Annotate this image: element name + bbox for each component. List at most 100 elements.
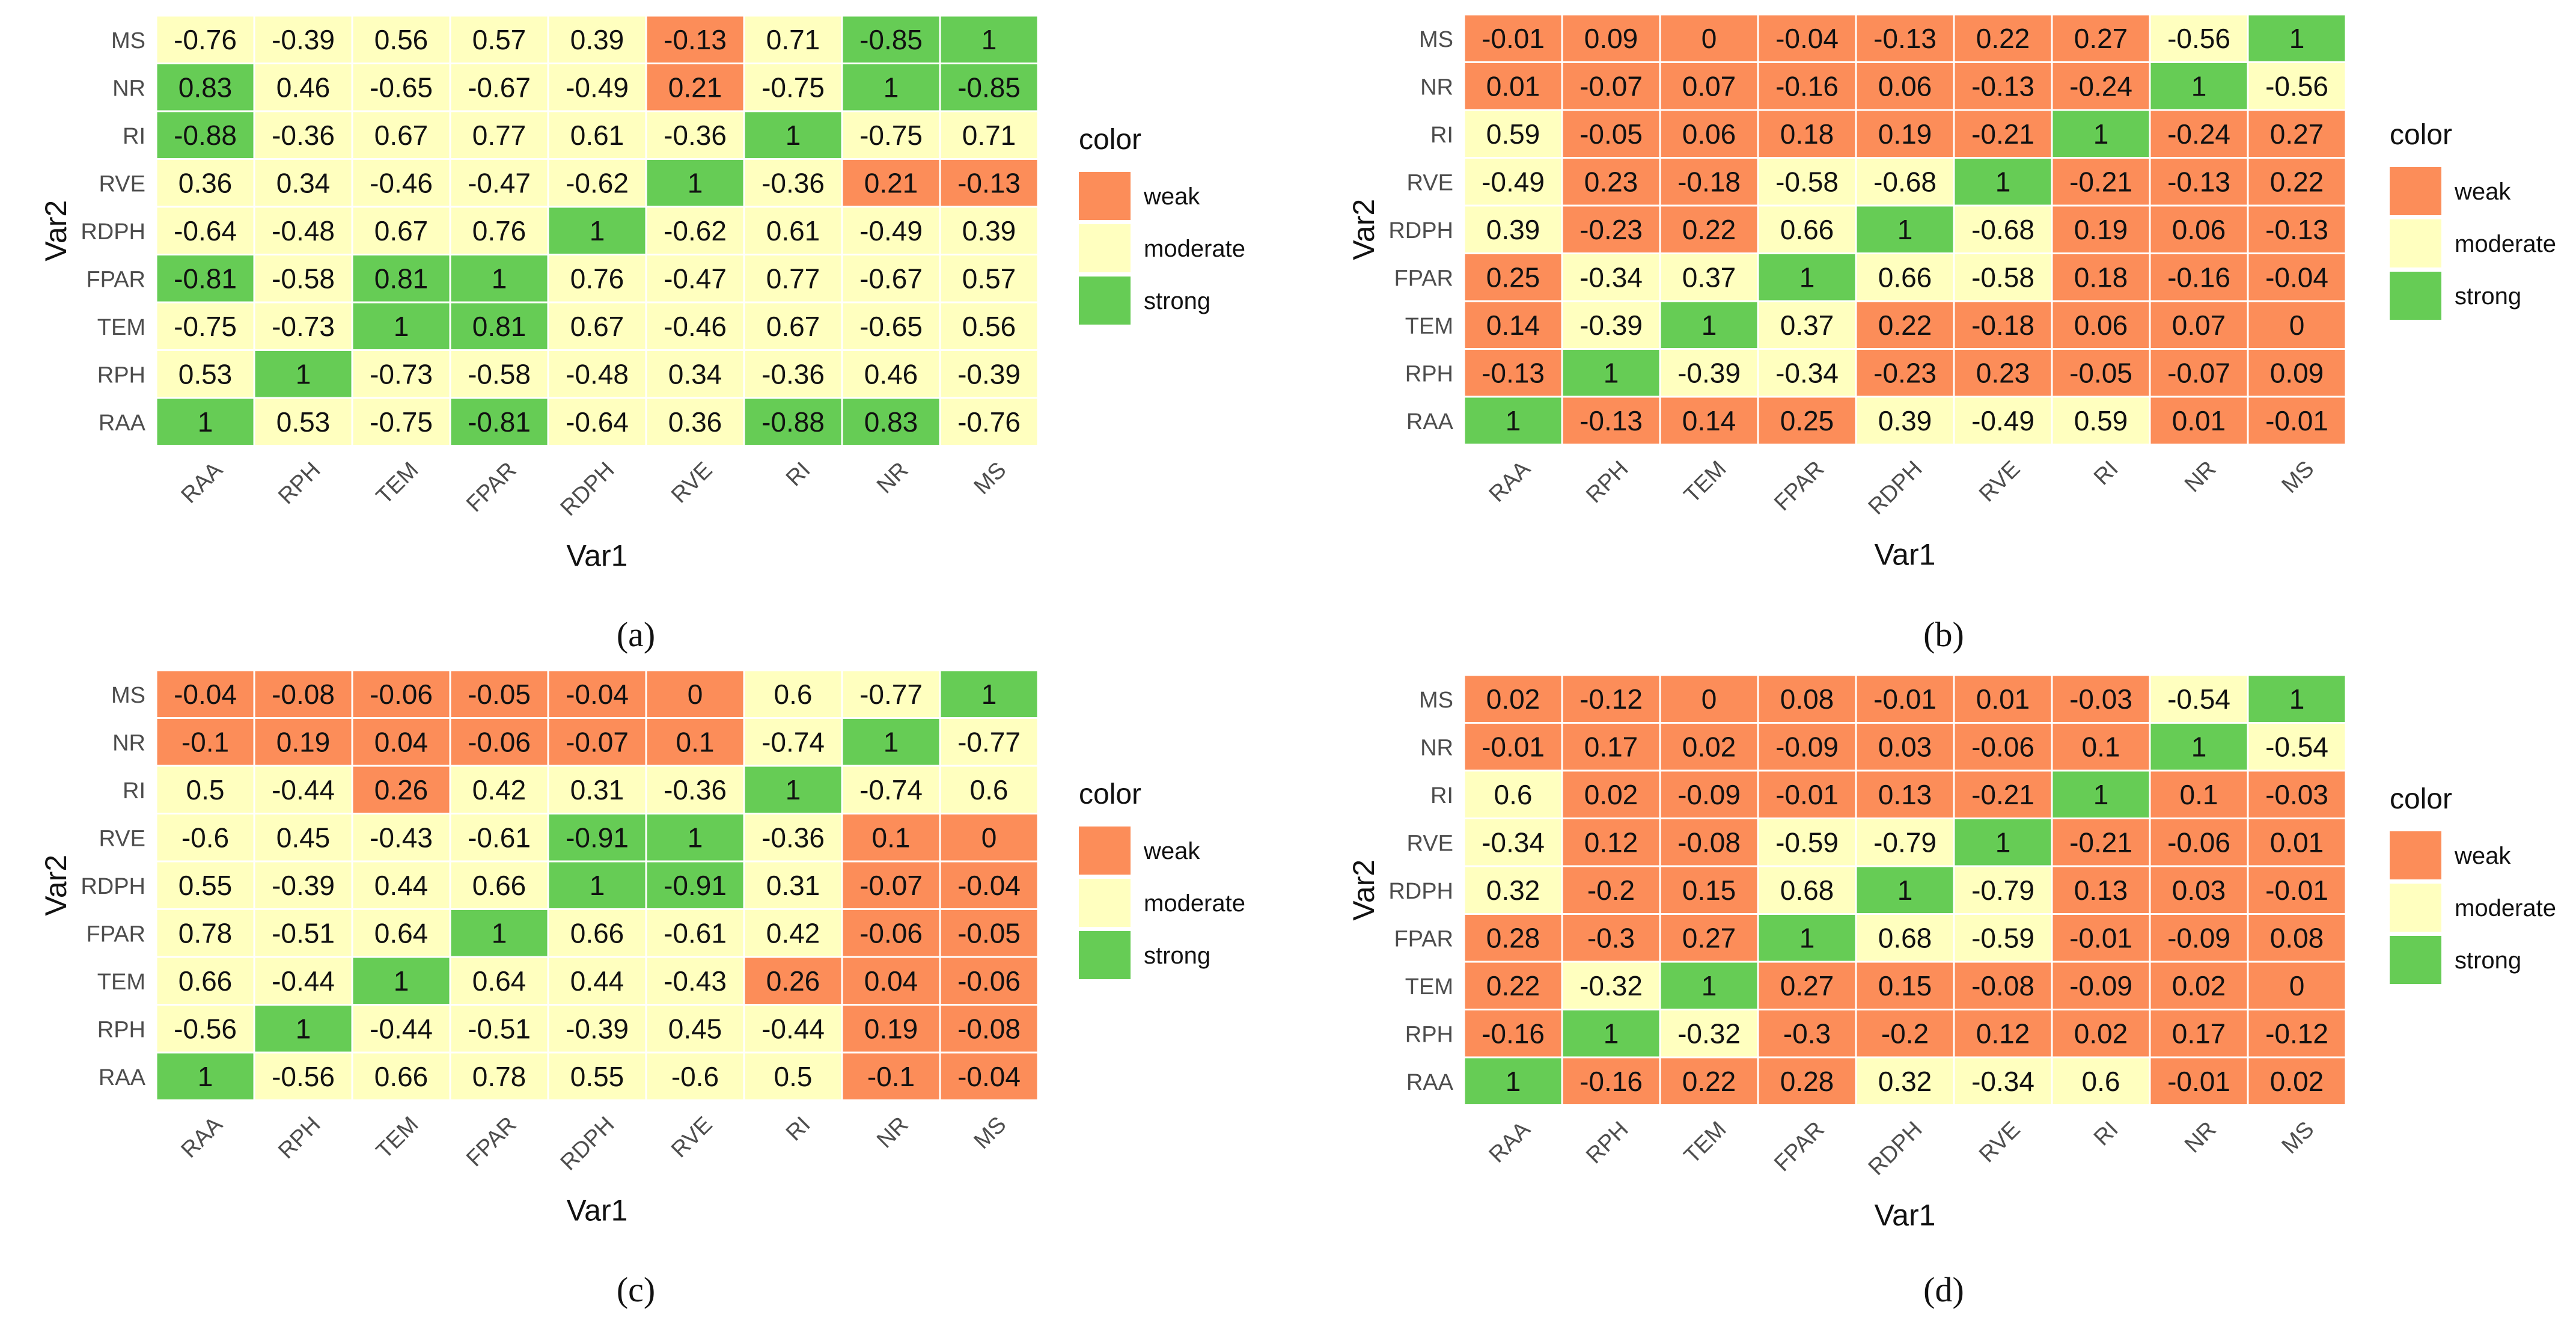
- heatmap-cell: [1561, 817, 1661, 867]
- cell-value-label: 0.1: [2082, 731, 2120, 762]
- cell-value-label: -0.44: [762, 1013, 825, 1044]
- heatmap-cell: [155, 206, 255, 255]
- legend-key-strong: [1079, 277, 1131, 325]
- heatmap-cell: [939, 206, 1039, 255]
- cell-value-label: -0.91: [664, 870, 727, 901]
- x-tick-label: RPH: [273, 457, 325, 509]
- cell-value-label: -0.16: [1775, 70, 1839, 102]
- cell-value-label: 1: [590, 870, 605, 901]
- y-tick-label: FPAR: [86, 921, 145, 947]
- cell-value-label: -0.13: [664, 24, 727, 55]
- cell-value-label: -0.05: [957, 917, 1021, 949]
- cell-value-label: 0.44: [570, 965, 624, 997]
- heatmap-cell: [155, 397, 255, 447]
- heatmap-cell: [351, 908, 451, 958]
- cell-value-label: 1: [2289, 683, 2305, 715]
- heatmap-cell: [841, 63, 941, 112]
- x-tick-label: TEM: [371, 1112, 423, 1164]
- heatmap-cell: [1953, 722, 2053, 772]
- cell-value-label: 0.42: [766, 917, 820, 949]
- heatmap-cell: [2051, 674, 2151, 724]
- heatmap-cell: [1757, 204, 1857, 254]
- heatmap-cell: [2149, 722, 2249, 772]
- cell-value-label: -0.01: [1482, 731, 1545, 762]
- cell-value-label: 1: [2191, 70, 2207, 102]
- x-tick-label: FPAR: [462, 457, 521, 517]
- cell-value-label: 0.66: [374, 1061, 429, 1092]
- cell-value-label: -0.74: [762, 726, 825, 757]
- y-tick-label: FPAR: [1394, 926, 1453, 952]
- cell-value-label: 0.14: [1682, 405, 1736, 436]
- heatmap-cell: [939, 956, 1039, 1006]
- cell-value-label: 0.17: [2172, 1018, 2226, 1049]
- heatmap-cell: [155, 349, 255, 399]
- cell-value-label: -0.1: [867, 1061, 915, 1092]
- y-tick-label: RPH: [1405, 361, 1453, 387]
- legend: color weak moderate strong: [2390, 119, 2556, 320]
- cell-value-label: -0.06: [1971, 731, 2034, 762]
- heatmap-cell: [351, 956, 451, 1006]
- heatmap-cell: [939, 908, 1039, 958]
- y-tick-label: TEM: [97, 970, 145, 995]
- heatmap-cell: [2149, 109, 2249, 159]
- cell-value-label: -0.46: [370, 167, 433, 198]
- cell-value-label: 0.77: [472, 120, 526, 151]
- cell-value-label: 0.02: [2270, 1066, 2324, 1097]
- heatmap-cell: [351, 110, 451, 160]
- cell-value-label: -0.13: [2265, 214, 2328, 245]
- heatmap-cell: [253, 1004, 353, 1054]
- cell-value-label: -0.58: [1775, 166, 1839, 197]
- cell-value-label: -0.6: [182, 822, 229, 853]
- cell-value-label: -0.18: [1971, 310, 2034, 341]
- legend-label-weak: weak: [2454, 843, 2511, 869]
- heatmap-cell: [253, 158, 353, 208]
- heatmap-cell: [1561, 961, 1661, 1010]
- cell-value-label: -0.61: [468, 822, 531, 853]
- cell-value-label: -0.56: [272, 1061, 335, 1092]
- cell-value-label: 0.25: [1486, 261, 1540, 293]
- heatmap-cell: [547, 110, 647, 160]
- x-tick-label: MS: [2277, 456, 2319, 498]
- cell-value-label: -0.09: [2167, 922, 2230, 953]
- heatmap-cell: [2149, 913, 2249, 963]
- cell-value-label: 0.21: [668, 72, 722, 103]
- y-tick-label: RVE: [99, 826, 145, 851]
- x-tick-label: RAA: [177, 457, 228, 508]
- cell-value-label: 1: [1604, 357, 1619, 388]
- heatmap-cell: [1953, 204, 2053, 254]
- cell-value-label: -0.61: [664, 917, 727, 949]
- cell-value-label: -0.39: [1677, 357, 1741, 388]
- heatmap-cell: [841, 860, 941, 910]
- x-tick-label: RAA: [1485, 1116, 1536, 1167]
- heatmap-cell: [939, 397, 1039, 447]
- cell-value-label: -0.06: [957, 965, 1021, 997]
- heatmap-cell: [1855, 348, 1955, 398]
- heatmap-cell: [1463, 961, 1563, 1010]
- heatmap-cell: [2247, 252, 2347, 302]
- cell-value-label: 0.02: [2074, 1018, 2128, 1049]
- heatmap-cell: [1855, 204, 1955, 254]
- cell-value-label: -0.77: [957, 726, 1021, 757]
- heatmap-cell: [2247, 109, 2347, 159]
- y-tick-label: RI: [123, 124, 145, 149]
- cell-value-label: 0.55: [570, 1061, 624, 1092]
- cell-value-label: 0.26: [766, 965, 820, 997]
- cell-value-label: 0.01: [1976, 683, 2030, 715]
- cell-value-label: -0.05: [468, 679, 531, 710]
- cell-value-label: 1: [1506, 1066, 1521, 1097]
- heatmap-cell: [2051, 61, 2151, 111]
- legend: color weak moderate strong: [1079, 778, 1245, 979]
- heatmap-cell: [939, 349, 1039, 399]
- heatmap-cell: [1463, 252, 1563, 302]
- x-tick-label: MS: [969, 1112, 1012, 1154]
- cell-value-label: 0.01: [2172, 405, 2226, 436]
- heatmap-cell: [253, 301, 353, 351]
- cell-value-label: 0.28: [1486, 922, 1540, 953]
- x-tick-label: RI: [2089, 1117, 2123, 1151]
- heatmap-cell: [645, 813, 745, 863]
- heatmap-cell: [743, 813, 843, 863]
- cell-value-label: 0.76: [570, 263, 624, 294]
- y-tick-label: MS: [111, 683, 145, 708]
- cell-value-label: -0.58: [272, 263, 335, 294]
- heatmap-cell: [2149, 1056, 2249, 1106]
